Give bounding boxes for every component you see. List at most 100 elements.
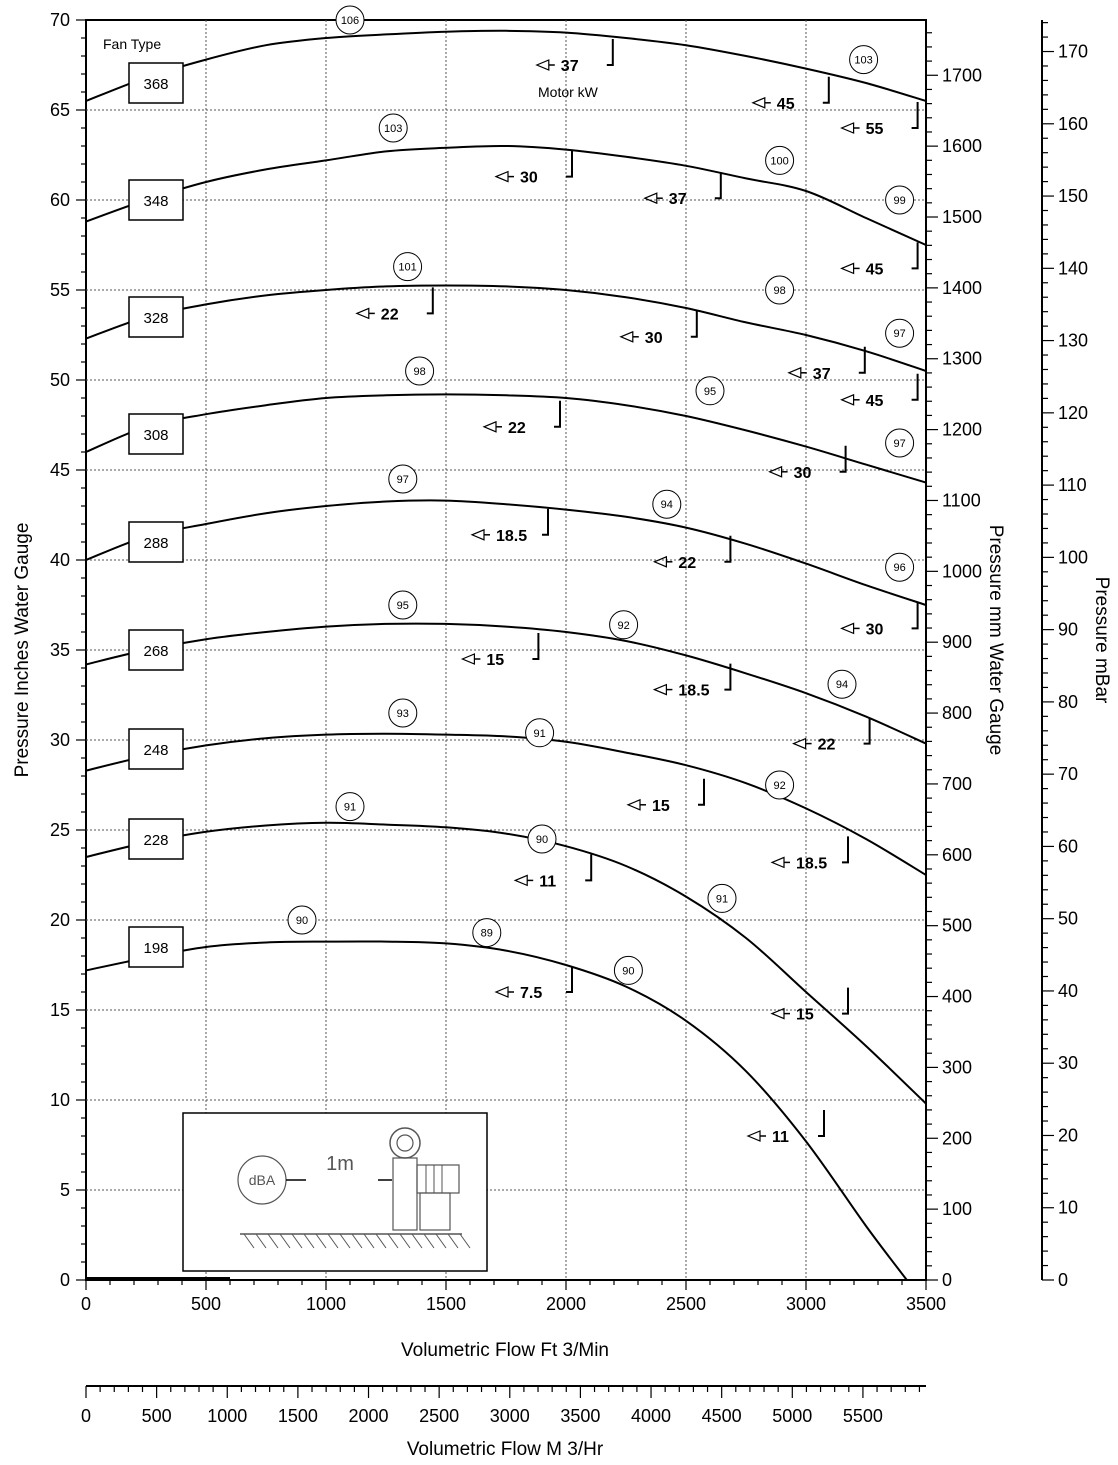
fan-type-box-228 bbox=[128, 818, 184, 860]
motor-limit-mark bbox=[426, 287, 434, 315]
dba-value: 92 bbox=[773, 780, 785, 792]
floor-hatch-stroke bbox=[243, 1233, 255, 1249]
floor-hatch-stroke bbox=[279, 1233, 291, 1249]
motor-arrow-icon bbox=[840, 122, 855, 134]
x-axis-title: Volumetric Flow Ft 3/Min bbox=[401, 1340, 609, 1361]
x-tick-label: 2500 bbox=[666, 1294, 706, 1314]
dba-value: 97 bbox=[893, 438, 905, 450]
x2-tick-label: 4000 bbox=[631, 1406, 671, 1426]
motor-kw-value: 18.5 bbox=[678, 683, 709, 700]
dba-circle bbox=[652, 489, 682, 519]
motor-kw-value: 37 bbox=[561, 58, 579, 75]
y-axis-title: Pressure Inches Water Gauge bbox=[12, 523, 33, 778]
y2-tick-label: 700 bbox=[942, 774, 972, 794]
motor-kw-value: 37 bbox=[669, 191, 687, 208]
dba-circle bbox=[885, 185, 915, 215]
y2-tick-label: 1600 bbox=[942, 136, 982, 156]
dba-circle bbox=[388, 590, 418, 620]
motor-arrow-icon bbox=[619, 330, 634, 343]
dba-circle bbox=[765, 770, 795, 800]
y3-tick-label: 40 bbox=[1058, 981, 1078, 1001]
x2-tick-label: 2000 bbox=[348, 1406, 388, 1426]
motor-arrow-icon bbox=[770, 856, 785, 869]
fan-curve-228 bbox=[85, 821, 927, 1105]
y3-tick-label: 160 bbox=[1058, 114, 1088, 134]
motor-arrow-icon bbox=[652, 683, 667, 696]
fan-type-box-308 bbox=[128, 413, 184, 455]
motor-kw-value: 45 bbox=[866, 393, 884, 410]
motor-kw-value: 22 bbox=[508, 420, 526, 437]
motor-arrow-icon bbox=[751, 96, 766, 109]
floor-hatch-stroke bbox=[267, 1233, 279, 1249]
motor-arrow-icon bbox=[787, 366, 802, 379]
motor-kw-value: 30 bbox=[794, 465, 812, 482]
dba-circle bbox=[885, 318, 915, 348]
dba-circle bbox=[525, 718, 555, 748]
fan-type-label-328: 328 bbox=[143, 310, 168, 327]
motor-stand-icon bbox=[419, 1192, 451, 1231]
y2-tick-label: 100 bbox=[942, 1199, 972, 1219]
y2-tick-label: 1700 bbox=[942, 65, 982, 85]
y3-tick-label: 140 bbox=[1058, 258, 1088, 278]
y-tick-label: 30 bbox=[50, 730, 70, 750]
y3-tick-label: 30 bbox=[1058, 1053, 1078, 1073]
fan-curve-198 bbox=[85, 940, 908, 1281]
motor-kw-value: 7.5 bbox=[520, 985, 542, 1002]
y3-tick-label: 0 bbox=[1058, 1270, 1068, 1290]
dba-circle bbox=[393, 252, 423, 282]
fan-curve-248 bbox=[85, 732, 927, 876]
fan-type-label-228: 228 bbox=[143, 832, 168, 849]
floor-hatch-stroke bbox=[399, 1233, 411, 1249]
motor-arrow-icon bbox=[355, 307, 370, 320]
dba-value: 91 bbox=[533, 728, 545, 740]
motor-limit-mark bbox=[842, 836, 849, 864]
dba-value: 90 bbox=[536, 834, 548, 846]
y2-tick-label: 1000 bbox=[942, 561, 982, 581]
floor-hatch-stroke bbox=[435, 1233, 447, 1249]
y2-tick-label: 300 bbox=[942, 1057, 972, 1077]
motor-kw-value: 22 bbox=[381, 306, 399, 323]
y3-tick-label: 50 bbox=[1058, 909, 1078, 929]
dba-value: 90 bbox=[296, 915, 308, 927]
motor-kw-value: 15 bbox=[796, 1007, 814, 1024]
dba-value: 94 bbox=[836, 679, 848, 691]
x2-tick-label: 2500 bbox=[419, 1406, 459, 1426]
dba-value: 94 bbox=[661, 499, 673, 511]
dba-value: 96 bbox=[893, 562, 905, 574]
fan-type-label-248: 248 bbox=[143, 742, 168, 759]
motor-kw-value: 11 bbox=[772, 1129, 789, 1146]
dba-value: 98 bbox=[413, 366, 425, 378]
x2-axis-title: Volumetric Flow M 3/Hr bbox=[407, 1439, 604, 1460]
fan-curve-268 bbox=[85, 622, 927, 745]
motor-limit-mark bbox=[842, 987, 849, 1015]
fan-type-box-198 bbox=[128, 926, 184, 968]
motor-limit-mark bbox=[585, 854, 593, 882]
y2-tick-label: 800 bbox=[942, 703, 972, 723]
motor-limit-mark bbox=[566, 150, 573, 178]
curve-labels: 198 90 89 90 7.5 11 228 91 90 91 11 15 248 93 91 92 15 18… bbox=[128, 5, 919, 1146]
motor-kw-value: 55 bbox=[866, 121, 884, 138]
y2-tick-label: 900 bbox=[942, 632, 972, 652]
y2-tick-label: 1300 bbox=[942, 349, 982, 369]
dba-value: 106 bbox=[341, 15, 359, 27]
dba-value: 92 bbox=[617, 620, 629, 632]
motor-arrow-icon bbox=[470, 528, 485, 541]
y-tick-label: 70 bbox=[50, 10, 70, 30]
floor-hatch-stroke bbox=[459, 1233, 471, 1249]
floor-hatch-stroke bbox=[291, 1233, 303, 1249]
y3-tick-label: 150 bbox=[1058, 186, 1088, 206]
fan-type-box-268 bbox=[128, 629, 184, 671]
y2-tick-label: 1500 bbox=[942, 207, 982, 227]
distance-text: 1m bbox=[326, 1153, 354, 1175]
dba-value: 91 bbox=[344, 802, 356, 814]
y2-tick-label: 1200 bbox=[942, 420, 982, 440]
motor-limit-mark bbox=[724, 535, 732, 563]
x-tick-label: 500 bbox=[191, 1294, 221, 1314]
y2-tick-label: 500 bbox=[942, 916, 972, 936]
motor-arrow-icon bbox=[482, 420, 497, 433]
dba-value: 103 bbox=[854, 55, 872, 67]
x2-tick-label: 4500 bbox=[702, 1406, 742, 1426]
motor-limit-mark bbox=[863, 717, 871, 745]
dba-value: 89 bbox=[481, 928, 493, 940]
floor-hatch-stroke bbox=[387, 1233, 399, 1249]
